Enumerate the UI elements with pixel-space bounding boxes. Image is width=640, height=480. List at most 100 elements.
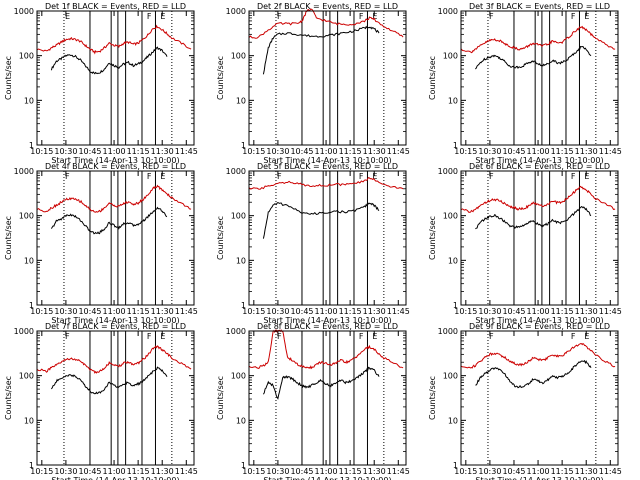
y-tick-label: 10	[448, 96, 458, 105]
x-tick-label: 11:00	[103, 467, 126, 476]
x-tick-label: 11:15	[551, 147, 574, 156]
x-tick-label: 10:15	[454, 467, 477, 476]
events-series-line	[50, 366, 168, 395]
flag-label: F	[147, 12, 152, 21]
x-tick-label: 10:45	[290, 147, 313, 156]
x-tick-label: 11:45	[175, 307, 198, 316]
y-tick-label: 1000	[14, 327, 34, 336]
chart-panel-8: Det 8f BLACK = Events, RED = LLD Counts/s…	[216, 322, 410, 480]
x-tick-label: 11:15	[127, 307, 150, 316]
chart-panel-6: Det 6f BLACK = Events, RED = LLD Counts/s…	[428, 162, 622, 325]
flag-label: E	[160, 332, 165, 341]
flag-label: F	[277, 172, 282, 181]
x-axis-label: Start Time (14-Apr-13 10:10:00)	[51, 156, 179, 165]
x-tick-label: 10:45	[502, 307, 525, 316]
y-axis-label: Counts/sec	[216, 376, 225, 420]
events-series-line	[262, 202, 380, 239]
x-tick-label: 11:00	[315, 147, 338, 156]
y-tick-label: 10	[24, 256, 34, 265]
y-tick-label: 1000	[226, 327, 246, 336]
chart-panel-7: Det 7f BLACK = Events, RED = LLD Counts/s…	[4, 322, 198, 480]
x-tick-label: 10:30	[54, 467, 77, 476]
x-tick-label: 10:45	[502, 467, 525, 476]
y-tick-label: 10	[448, 256, 458, 265]
flag-label: F	[489, 172, 494, 181]
x-tick-label: 11:45	[599, 307, 622, 316]
x-tick-label: 11:45	[599, 147, 622, 156]
y-tick-label: 1	[29, 301, 34, 310]
chart-panel-2: Det 2f BLACK = Events, RED = LLD Counts/s…	[216, 2, 410, 165]
lld-series-line	[248, 329, 404, 370]
x-axis-label: Start Time (14-Apr-13 10:10:00)	[475, 156, 603, 165]
x-tick-label: 11:15	[127, 467, 150, 476]
y-tick-label: 100	[19, 52, 34, 61]
plot-frame	[248, 10, 407, 146]
events-series-line	[475, 206, 592, 230]
plot-frame	[248, 330, 407, 466]
y-tick-label: 1	[241, 141, 246, 150]
flag-label: E	[160, 12, 165, 21]
flag-label: F	[571, 12, 576, 21]
y-tick-label: 1	[453, 141, 458, 150]
x-tick-label: 10:30	[478, 307, 501, 316]
x-tick-label: 10:45	[78, 147, 101, 156]
y-tick-label: 1	[453, 301, 458, 310]
plot-frame	[460, 10, 619, 146]
events-series-line	[475, 45, 592, 70]
chart-title: Det 9f BLACK = Events, RED = LLD	[469, 322, 610, 331]
y-axis-label: Counts/sec	[216, 56, 225, 100]
lld-series-line	[248, 8, 404, 39]
x-tick-label: 11:30	[575, 467, 598, 476]
x-tick-label: 10:15	[454, 147, 477, 156]
x-tick-label: 11:45	[599, 467, 622, 476]
plot-frame	[460, 330, 619, 466]
events-series-line	[262, 366, 380, 400]
events-series-line	[50, 206, 168, 235]
x-tick-label: 11:15	[551, 467, 574, 476]
flag-label: F	[147, 332, 152, 341]
x-tick-label: 10:15	[30, 467, 53, 476]
y-tick-label: 100	[231, 212, 246, 221]
x-tick-label: 10:45	[502, 147, 525, 156]
flag-label: E	[584, 12, 589, 21]
y-tick-label: 100	[231, 52, 246, 61]
x-tick-label: 11:15	[339, 467, 362, 476]
lld-series-line	[248, 177, 404, 190]
x-tick-label: 10:30	[478, 467, 501, 476]
y-axis-label: Counts/sec	[428, 216, 437, 260]
lld-series-line	[460, 25, 616, 54]
x-tick-label: 11:00	[527, 307, 550, 316]
x-tick-label: 11:15	[339, 147, 362, 156]
y-axis-label: Counts/sec	[428, 56, 437, 100]
flag-label: F	[489, 12, 494, 21]
x-tick-label: 11:15	[127, 147, 150, 156]
x-tick-label: 10:30	[54, 307, 77, 316]
y-tick-label: 10	[236, 96, 246, 105]
x-tick-label: 10:15	[30, 147, 53, 156]
flag-label: E	[372, 12, 377, 21]
flag-label: F	[65, 172, 70, 181]
flag-label: F	[65, 332, 70, 341]
y-axis-label: Counts/sec	[4, 56, 13, 100]
x-tick-label: 10:45	[78, 467, 101, 476]
x-tick-label: 11:00	[315, 467, 338, 476]
y-axis-label: Counts/sec	[216, 216, 225, 260]
x-tick-label: 11:45	[175, 467, 198, 476]
lld-series-line	[36, 24, 192, 55]
plot-frame	[36, 170, 195, 306]
y-axis-label: Counts/sec	[4, 376, 13, 420]
plot-frame	[248, 170, 407, 306]
plot-frame	[36, 10, 195, 146]
chart-panel-1: Det 1f BLACK = Events, RED = LLD Counts/s…	[4, 2, 198, 165]
lld-series-line	[36, 184, 192, 213]
x-tick-label: 11:30	[363, 467, 386, 476]
flag-label: F	[277, 12, 282, 21]
x-tick-label: 11:15	[339, 307, 362, 316]
chart-title: Det 5f BLACK = Events, RED = LLD	[257, 162, 398, 171]
x-tick-label: 11:15	[551, 307, 574, 316]
x-tick-label: 10:30	[266, 147, 289, 156]
x-axis-label: Start Time (14-Apr-13 10:10:00)	[51, 476, 179, 480]
flag-label: F	[147, 172, 152, 181]
y-tick-label: 1	[241, 301, 246, 310]
